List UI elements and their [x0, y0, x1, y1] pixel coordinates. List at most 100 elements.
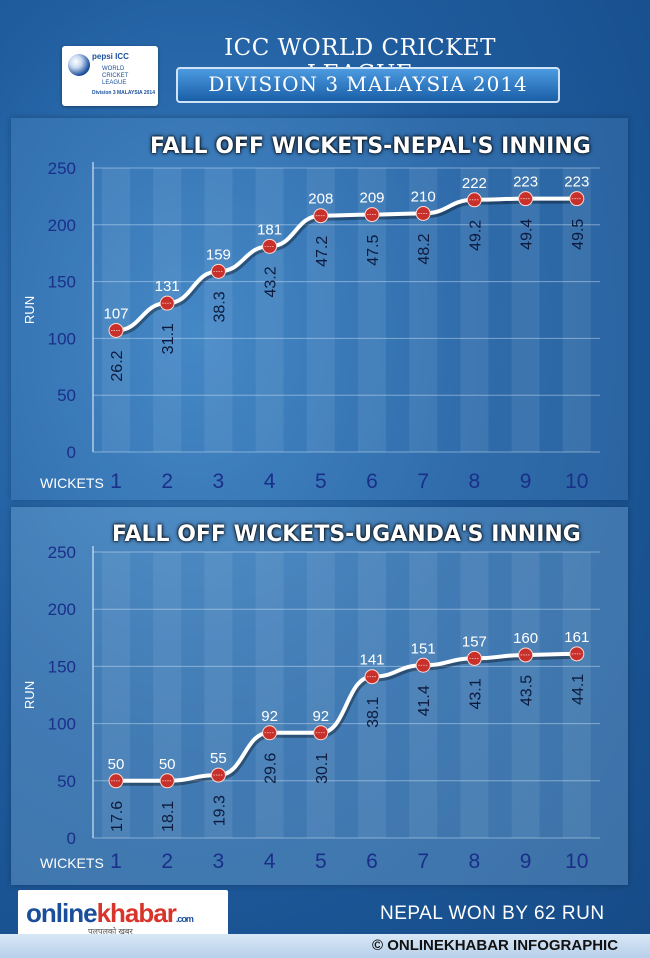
over-label: 47.2: [314, 236, 331, 267]
run-label: 141: [359, 652, 384, 669]
x-tick-label: 3: [213, 850, 225, 873]
over-label: 19.3: [211, 795, 228, 826]
over-label: 43.2: [263, 266, 280, 297]
y-axis-label: RUN: [22, 681, 37, 709]
logo-sub2: Division 3 MALAYSIA 2014: [92, 90, 155, 96]
y-tick-label: 0: [67, 443, 76, 462]
over-label: 49.4: [519, 219, 536, 250]
over-label: 30.1: [314, 753, 331, 784]
over-label: 29.6: [263, 753, 280, 784]
x-axis-label: WICKETS: [40, 475, 104, 491]
x-tick-label: 10: [565, 850, 588, 873]
x-tick-label: 1: [110, 850, 122, 873]
column-stripe: [409, 552, 438, 838]
y-axis-label: RUN: [22, 296, 37, 324]
column-stripe: [153, 552, 182, 838]
run-label: 92: [261, 708, 278, 725]
x-tick-label: 7: [417, 850, 429, 873]
y-tick-label: 0: [67, 829, 76, 848]
nepal-chart-title: FALL OFF WICKETS-NEPAL'S INNING: [150, 134, 591, 159]
y-tick-label: 200: [48, 600, 76, 619]
page-subtitle: DIVISION 3 MALAYSIA 2014: [176, 67, 560, 103]
logo-domain: .com: [175, 914, 194, 924]
y-tick-label: 50: [57, 386, 76, 405]
over-label: 41.4: [416, 685, 433, 716]
column-stripe: [460, 552, 489, 838]
header: pepsi ICC WORLD CRICKET LEAGUE Division …: [0, 0, 650, 115]
x-tick-label: 9: [520, 850, 532, 873]
y-tick-label: 50: [57, 772, 76, 791]
match-result: NEPAL WON BY 62 RUN: [380, 903, 605, 924]
x-axis-label: WICKETS: [40, 855, 104, 871]
x-tick-label: 10: [565, 470, 588, 493]
x-tick-label: 8: [469, 850, 481, 873]
x-tick-label: 5: [315, 470, 327, 493]
over-label: 38.3: [211, 291, 228, 322]
column-stripe: [562, 168, 591, 452]
x-tick-label: 5: [315, 850, 327, 873]
uganda-chart-panel: [11, 507, 628, 885]
series-line-shadow: [117, 652, 578, 786]
x-tick-label: 9: [520, 470, 532, 493]
column-stripe: [102, 168, 130, 452]
over-label: 44.1: [570, 674, 587, 705]
y-tick-label: 100: [48, 329, 76, 348]
x-tick-label: 4: [264, 850, 276, 873]
run-label: 50: [108, 756, 125, 773]
series-line: [116, 651, 577, 783]
column-stripe: [255, 168, 284, 452]
uganda-chart-title: FALL OFF WICKETS-UGANDA'S INNING: [112, 522, 581, 547]
y-tick-label: 150: [48, 657, 76, 676]
logo-sub: WORLD CRICKET LEAGUE: [102, 66, 129, 86]
x-tick-label: 4: [264, 470, 276, 493]
y-tick-label: 200: [48, 216, 76, 235]
x-tick-label: 6: [366, 850, 378, 873]
y-tick-label: 150: [48, 273, 76, 292]
column-stripe: [255, 552, 284, 838]
run-label: 209: [359, 190, 384, 207]
logo-brand: pepsi ICC: [92, 52, 129, 61]
x-tick-label: 7: [417, 470, 429, 493]
run-label: 92: [312, 708, 329, 725]
column-stripe: [204, 168, 233, 452]
x-tick-label: 8: [469, 470, 481, 493]
column-stripe: [511, 552, 540, 838]
y-tick-label: 100: [48, 715, 76, 734]
credit-bar: [0, 934, 650, 958]
series-line: [115, 196, 577, 333]
run-label: 107: [103, 305, 128, 322]
y-tick-label: 250: [48, 159, 76, 178]
icc-logo: pepsi ICC WORLD CRICKET LEAGUE Division …: [62, 46, 158, 106]
column-stripe: [562, 552, 591, 838]
over-label: 43.1: [467, 678, 484, 709]
column-stripe: [204, 552, 233, 838]
logo-part-khabar: khabar: [96, 898, 177, 928]
column-stripe: [460, 168, 489, 452]
over-label: 17.6: [109, 801, 126, 832]
x-tick-label: 2: [161, 850, 173, 873]
over-label: 49.2: [467, 220, 484, 251]
column-stripe: [102, 552, 130, 838]
run-label: 159: [206, 246, 231, 263]
run-label: 50: [159, 756, 176, 773]
run-label: 210: [411, 188, 436, 205]
over-label: 31.1: [160, 323, 177, 354]
credit-text: © ONLINEKHABAR INFOGRAPHIC: [372, 937, 619, 954]
pepsi-ball-icon: [68, 54, 90, 76]
logo-part-online: online: [26, 898, 98, 928]
run-label: 222: [462, 175, 487, 192]
column-stripe: [306, 552, 335, 838]
x-tick-label: 6: [366, 470, 378, 493]
over-label: 48.2: [416, 233, 433, 264]
run-label: 161: [564, 629, 589, 646]
series-line-shadow: [116, 197, 578, 336]
run-label: 223: [564, 174, 589, 191]
over-label: 38.1: [365, 697, 382, 728]
run-label: 223: [513, 174, 538, 191]
run-label: 208: [308, 191, 333, 208]
run-label: 55: [210, 750, 227, 767]
column-stripe: [511, 168, 540, 452]
over-label: 49.5: [570, 219, 587, 250]
